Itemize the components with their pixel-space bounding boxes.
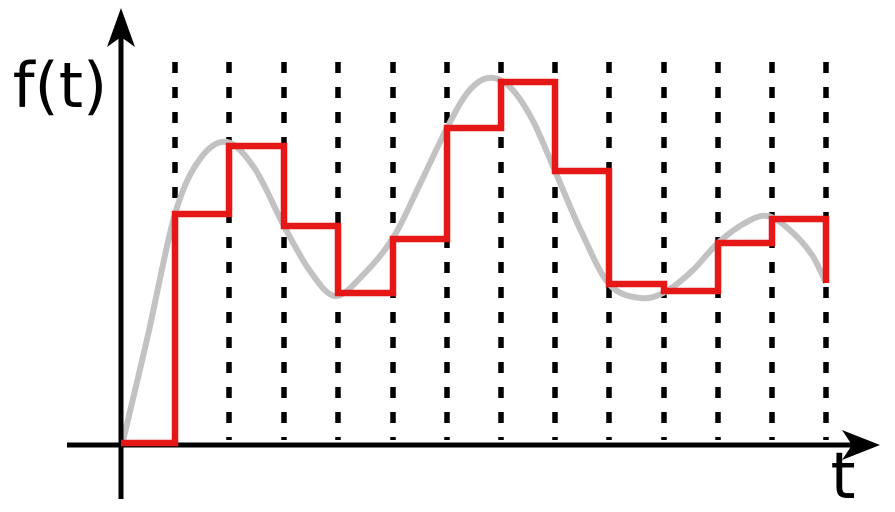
- x-axis: [67, 430, 880, 460]
- y-axis-arrowhead-icon: [107, 8, 135, 47]
- zero-order-hold-signal: [121, 78, 830, 447]
- x-axis-arrowhead-icon: [842, 430, 880, 460]
- x-axis-label: t: [830, 440, 855, 512]
- y-axis-label: f(t): [13, 49, 108, 122]
- y-axis: [107, 8, 135, 499]
